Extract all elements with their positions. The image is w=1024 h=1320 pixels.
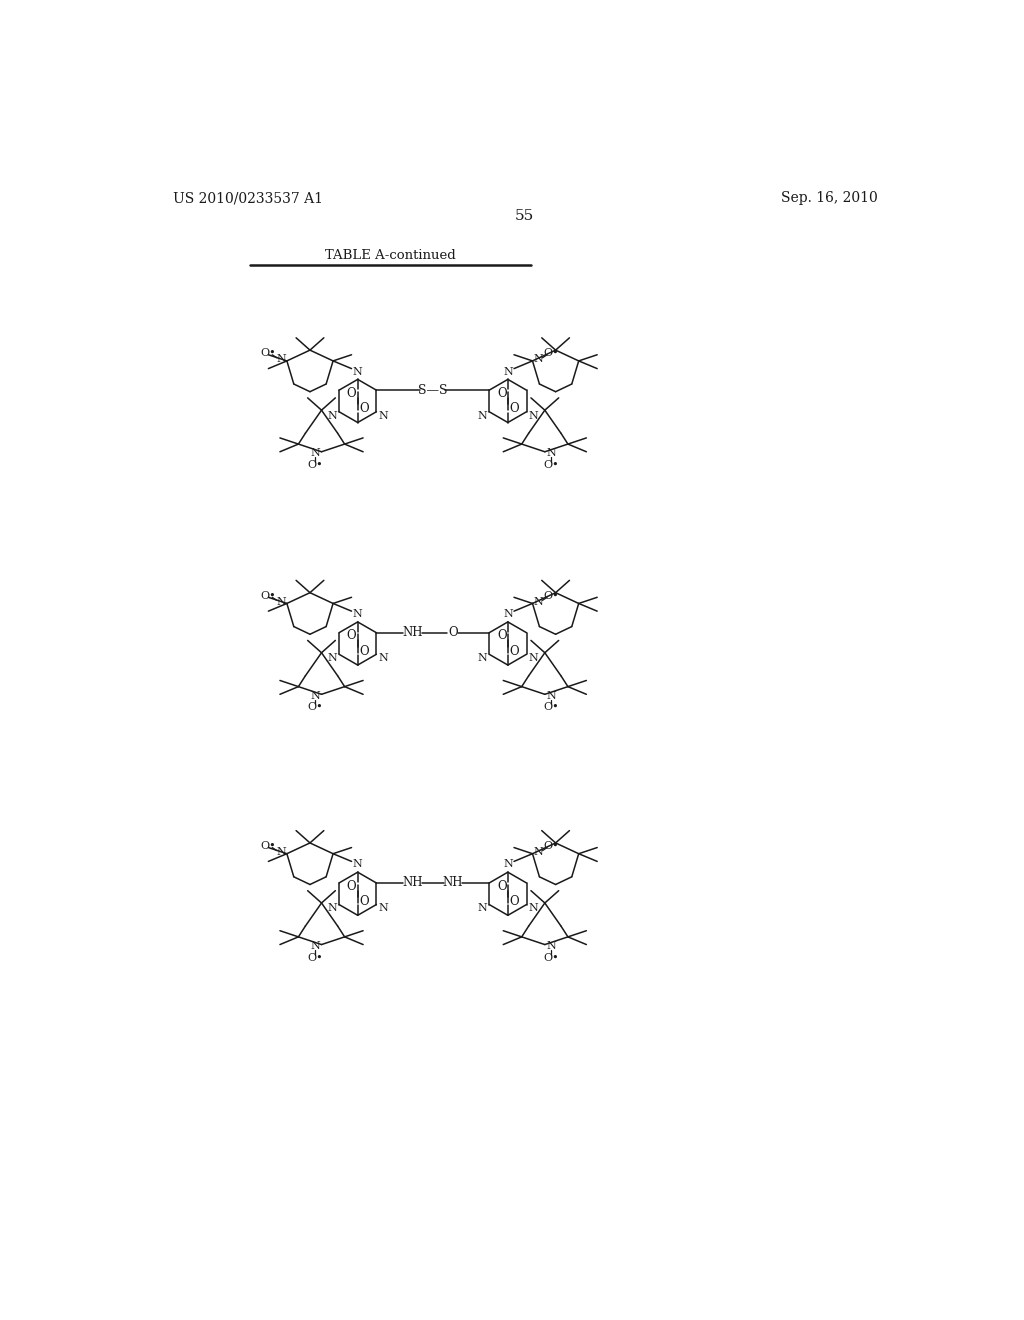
Text: N: N <box>503 859 513 870</box>
Text: US 2010/0233537 A1: US 2010/0233537 A1 <box>173 191 323 206</box>
Text: O: O <box>497 387 507 400</box>
Text: NH: NH <box>442 876 463 890</box>
Text: N: N <box>378 903 388 913</box>
Text: N: N <box>534 847 543 857</box>
Text: O: O <box>509 403 519 416</box>
Text: O•: O• <box>543 953 559 962</box>
Text: O: O <box>347 879 356 892</box>
Text: N: N <box>477 903 487 913</box>
Text: TABLE A-continued: TABLE A-continued <box>326 249 457 261</box>
Text: O•: O• <box>260 348 276 358</box>
Text: NH: NH <box>402 876 423 890</box>
Text: N: N <box>276 847 287 857</box>
Text: O: O <box>449 626 458 639</box>
Text: O: O <box>497 879 507 892</box>
Text: N: N <box>528 653 538 663</box>
Text: N: N <box>534 354 543 364</box>
Text: N: N <box>378 653 388 663</box>
Text: N: N <box>328 903 337 913</box>
Text: O: O <box>347 387 356 400</box>
Text: N: N <box>477 653 487 663</box>
Text: O: O <box>359 403 369 416</box>
Text: N: N <box>546 449 556 458</box>
Text: N: N <box>353 859 362 870</box>
Text: N: N <box>276 354 287 364</box>
Text: N: N <box>353 367 362 376</box>
Text: N: N <box>503 367 513 376</box>
Text: N: N <box>276 597 287 607</box>
Text: O: O <box>359 644 369 657</box>
Text: O•: O• <box>260 841 276 851</box>
Text: N: N <box>310 941 321 952</box>
Text: O•: O• <box>543 702 559 713</box>
Text: N: N <box>528 411 538 421</box>
Text: N: N <box>477 411 487 421</box>
Text: O•: O• <box>543 591 559 601</box>
Text: Sep. 16, 2010: Sep. 16, 2010 <box>780 191 878 206</box>
Text: O•: O• <box>543 841 559 851</box>
Text: O: O <box>347 630 356 643</box>
Text: N: N <box>546 941 556 952</box>
Text: NH: NH <box>402 626 423 639</box>
Text: O•: O• <box>543 348 559 358</box>
Text: O: O <box>509 895 519 908</box>
Text: O•: O• <box>307 702 324 713</box>
Text: S—S: S—S <box>418 384 447 397</box>
Text: N: N <box>328 653 337 663</box>
Text: O: O <box>509 644 519 657</box>
Text: O•: O• <box>307 459 324 470</box>
Text: N: N <box>503 610 513 619</box>
Text: N: N <box>378 411 388 421</box>
Text: N: N <box>353 610 362 619</box>
Text: O•: O• <box>543 459 559 470</box>
Text: 55: 55 <box>515 209 535 223</box>
Text: O: O <box>359 895 369 908</box>
Text: N: N <box>310 690 321 701</box>
Text: O•: O• <box>260 591 276 601</box>
Text: N: N <box>534 597 543 607</box>
Text: N: N <box>546 690 556 701</box>
Text: O: O <box>497 630 507 643</box>
Text: N: N <box>328 411 337 421</box>
Text: N: N <box>310 449 321 458</box>
Text: N: N <box>528 903 538 913</box>
Text: O•: O• <box>307 953 324 962</box>
